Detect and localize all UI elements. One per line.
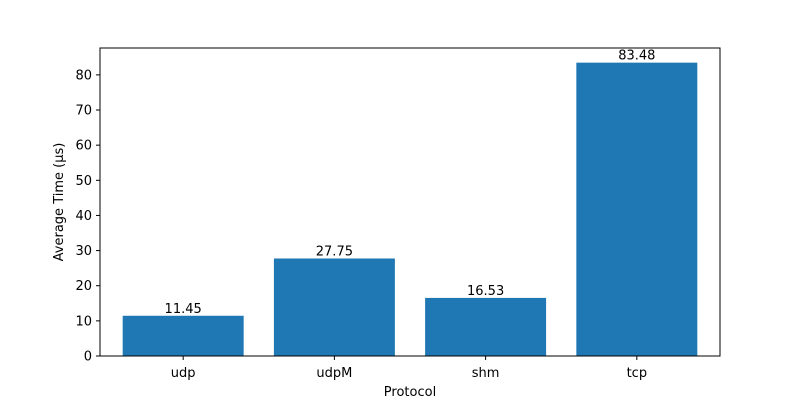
y-tick-label-20: 20 xyxy=(75,279,92,294)
data-label-tcp: 83.48 xyxy=(618,49,655,64)
bar-shm xyxy=(425,297,547,356)
y-axis: 0 10 20 30 40 50 60 70 80 xyxy=(75,68,100,365)
data-label-udpM: 27.75 xyxy=(316,244,353,259)
y-tick-label-0: 0 xyxy=(84,350,92,365)
x-tick-label-shm: shm xyxy=(472,366,500,381)
data-labels-group: 11.45 27.75 16.53 83.48 xyxy=(165,49,656,317)
plot-frame xyxy=(99,47,721,357)
y-tick-label-80: 80 xyxy=(75,68,92,83)
y-axis-label: Average Time (µs) xyxy=(52,143,67,262)
y-tick-label-60: 60 xyxy=(75,139,92,154)
x-tick-label-udp: udp xyxy=(171,366,196,381)
y-tick-label-70: 70 xyxy=(75,104,92,119)
y-tick-label-10: 10 xyxy=(75,314,92,329)
bar-tcp xyxy=(576,62,698,356)
bar-udpM xyxy=(273,258,395,356)
x-tick-label-udpM: udpM xyxy=(316,366,352,381)
y-tick-label-30: 30 xyxy=(75,244,92,259)
data-label-udp: 11.45 xyxy=(165,302,202,317)
y-tick-label-40: 40 xyxy=(75,209,92,224)
bars-group xyxy=(122,62,698,356)
bar-udp xyxy=(122,315,244,356)
x-axis: udp udpM shm tcp xyxy=(171,356,647,381)
y-tick-label-50: 50 xyxy=(75,174,92,189)
x-axis-label: Protocol xyxy=(384,385,436,400)
data-label-shm: 16.53 xyxy=(467,284,504,299)
x-tick-label-tcp: tcp xyxy=(627,366,648,381)
